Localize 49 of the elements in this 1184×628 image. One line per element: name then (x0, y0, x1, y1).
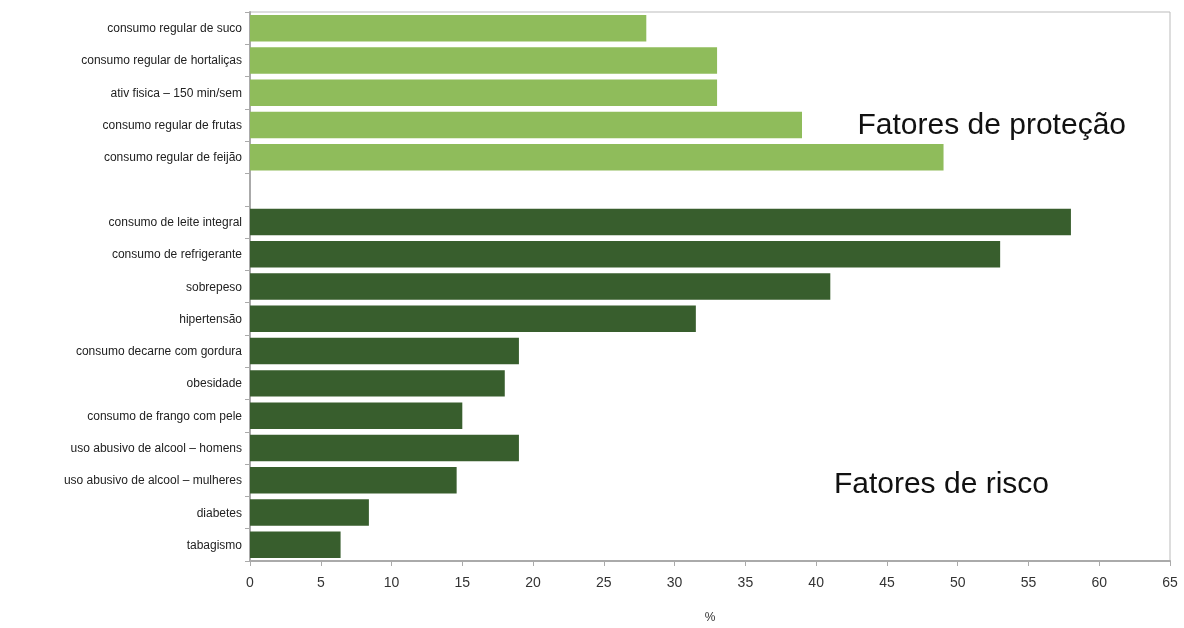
x-tick-label: 55 (1020, 574, 1037, 590)
x-tick-label: 35 (737, 574, 754, 590)
y-tick-label: obesidade (186, 376, 243, 391)
bar (250, 273, 831, 300)
x-tick-label: 60 (1091, 574, 1108, 590)
x-tick-label: 40 (808, 574, 825, 590)
y-tick-label: diabetes (196, 505, 242, 520)
bar (250, 305, 696, 333)
annotation: Fatores de proteção (857, 106, 1127, 140)
x-tick-label: 50 (949, 574, 966, 590)
x-tick-label: 65 (1162, 574, 1178, 590)
bar (250, 111, 802, 139)
x-tick-label: 25 (596, 574, 612, 590)
bar (250, 47, 718, 74)
x-tick-label: 20 (525, 574, 542, 590)
x-axis-title: % (704, 610, 716, 624)
bar (250, 531, 341, 559)
bar (250, 208, 1071, 236)
bar (250, 370, 505, 397)
y-tick-label: ativ fisica – 150 min/sem (110, 85, 242, 100)
bar (250, 14, 647, 42)
y-tick-label: consumo decarne com gordura (75, 344, 243, 359)
x-tick-label: 0 (246, 574, 255, 590)
x-tick-label: 30 (666, 574, 683, 590)
x-tick-label: 15 (454, 574, 471, 590)
bar (250, 337, 519, 365)
annotation: Fatores de risco (833, 465, 1050, 499)
bar (250, 144, 944, 171)
y-tick-label: uso abusivo de alcool – homens (70, 440, 242, 455)
bar (250, 467, 457, 494)
y-tick-label: hipertensão (179, 311, 243, 326)
y-tick-label: consumo regular de feijão (103, 150, 243, 165)
x-tick-label: 10 (383, 574, 400, 590)
bar (250, 499, 369, 526)
y-tick-label: consumo de refrigerante (111, 247, 243, 262)
y-tick-label: consumo de leite integral (108, 214, 242, 229)
y-tick-label: consumo de frango com pele (87, 408, 243, 423)
y-tick-label: sobrepeso (185, 279, 243, 294)
bar (250, 402, 463, 429)
y-tick-label: tabagismo (186, 537, 243, 552)
bar (250, 79, 718, 106)
y-tick-label: consumo regular de hortaliças (81, 53, 242, 68)
x-tick-label: 5 (316, 574, 325, 590)
bar (250, 434, 519, 462)
y-tick-label: consumo regular de frutas (102, 118, 242, 133)
bar (250, 240, 1001, 268)
y-tick-label: uso abusivo de alcool – mulheres (63, 473, 242, 488)
x-tick-label: 45 (879, 574, 895, 590)
y-tick-label: consumo regular de suco (107, 21, 243, 36)
